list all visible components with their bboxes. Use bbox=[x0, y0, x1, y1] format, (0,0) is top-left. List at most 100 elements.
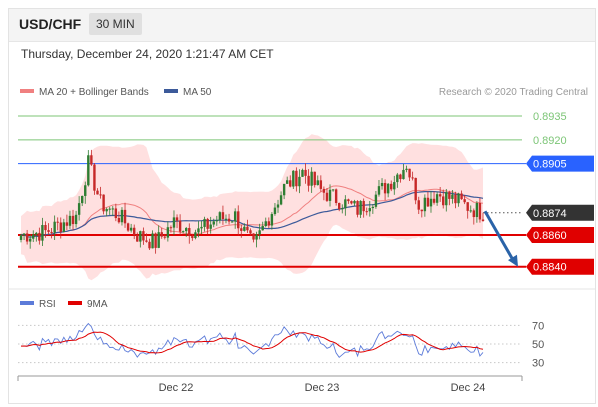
candle-body bbox=[276, 204, 280, 208]
target-arrow-shaft bbox=[483, 210, 516, 263]
candle-body bbox=[325, 192, 329, 201]
candle-body bbox=[481, 219, 485, 222]
candle-body bbox=[191, 236, 194, 239]
candle-body bbox=[28, 238, 32, 242]
candle-body bbox=[383, 182, 387, 194]
candle-body bbox=[365, 211, 368, 213]
candle-body bbox=[316, 180, 319, 186]
candle-body bbox=[212, 221, 215, 225]
candle-body bbox=[139, 231, 142, 242]
candle-body bbox=[466, 202, 469, 211]
candle-body bbox=[175, 217, 179, 221]
candle-body bbox=[166, 227, 170, 238]
candle-body bbox=[399, 174, 402, 180]
candle-body bbox=[194, 232, 197, 239]
candle-body bbox=[334, 189, 338, 204]
candle-body bbox=[435, 194, 439, 203]
rsi-ma-line bbox=[20, 331, 484, 354]
candle-body bbox=[396, 174, 399, 183]
candle-body bbox=[402, 169, 405, 180]
candle-body bbox=[298, 176, 301, 187]
candle-body bbox=[353, 200, 356, 204]
candle-body bbox=[255, 234, 258, 240]
candle-body bbox=[362, 200, 365, 212]
level-label: 0.8840 bbox=[533, 262, 567, 274]
level-label: 0.8905 bbox=[533, 159, 567, 171]
candle-body bbox=[310, 171, 313, 186]
candle-body bbox=[87, 155, 90, 186]
candle-body bbox=[120, 209, 124, 223]
candle-body bbox=[371, 206, 375, 209]
candle-body bbox=[292, 170, 295, 187]
candle-body bbox=[111, 208, 114, 210]
candle-body bbox=[240, 228, 243, 231]
candle-body bbox=[227, 218, 231, 222]
candle-body bbox=[181, 231, 185, 233]
candle-body bbox=[221, 212, 225, 220]
candle-body bbox=[44, 225, 47, 231]
bollinger-band bbox=[21, 134, 483, 281]
candle-body bbox=[80, 195, 84, 204]
candle-body bbox=[224, 218, 228, 220]
candle-body bbox=[74, 214, 78, 225]
candle-body bbox=[230, 221, 234, 223]
level-tag bbox=[526, 227, 594, 243]
candle-body bbox=[270, 214, 274, 226]
candle-body bbox=[341, 208, 344, 210]
candle-body bbox=[420, 209, 424, 212]
candle-body bbox=[454, 194, 457, 204]
candle-body bbox=[123, 209, 127, 224]
candle-body bbox=[68, 215, 72, 226]
candle-body bbox=[258, 230, 261, 235]
candle-body bbox=[35, 232, 38, 235]
candle-body bbox=[438, 194, 442, 197]
candle-body bbox=[84, 185, 87, 196]
candle-body bbox=[62, 222, 66, 232]
level-tag bbox=[526, 155, 594, 172]
candle-body bbox=[71, 215, 75, 225]
candle-body bbox=[50, 231, 53, 233]
candle-body bbox=[114, 208, 118, 219]
candle-body bbox=[206, 218, 209, 229]
candle-body bbox=[252, 233, 255, 240]
candle-body bbox=[337, 203, 341, 210]
candle-body bbox=[65, 222, 69, 226]
candle-body bbox=[319, 180, 323, 189]
candle-body bbox=[282, 183, 286, 196]
candle-body bbox=[163, 236, 167, 238]
rsi-legend-label: 9MA bbox=[87, 299, 108, 310]
candle-body bbox=[295, 170, 298, 187]
candle-body bbox=[203, 218, 206, 227]
candle-body bbox=[59, 222, 62, 232]
level-tag bbox=[526, 258, 594, 275]
candle-body bbox=[344, 199, 347, 209]
timeframe-badge[interactable]: 30 MIN bbox=[89, 13, 142, 35]
candle-body bbox=[448, 192, 451, 199]
candle-body bbox=[185, 228, 188, 232]
candle-body bbox=[460, 193, 463, 200]
candle-body bbox=[126, 223, 130, 231]
legend-swatch bbox=[20, 89, 34, 93]
level-label: 0.8874 bbox=[533, 208, 567, 220]
candle-body bbox=[411, 177, 414, 179]
candle-body bbox=[264, 221, 267, 226]
candle-body bbox=[478, 203, 482, 220]
candle-body bbox=[475, 203, 479, 218]
candle-body bbox=[154, 233, 157, 248]
level-label: 0.8860 bbox=[533, 230, 567, 242]
candle-body bbox=[442, 196, 445, 206]
candle-body bbox=[129, 227, 133, 231]
rsi-tick-label: 50 bbox=[532, 339, 544, 351]
candle-body bbox=[304, 169, 307, 176]
candle-body bbox=[313, 171, 316, 186]
chart-datetime: Thursday, December 24, 2020 1:21:47 AM C… bbox=[21, 47, 274, 61]
candle-body bbox=[408, 168, 411, 178]
candle-body bbox=[429, 198, 433, 207]
rsi-legend-swatch bbox=[68, 301, 82, 305]
candle-body bbox=[148, 241, 151, 249]
ma50-line bbox=[20, 190, 484, 238]
candle-body bbox=[426, 197, 430, 207]
candle-body bbox=[451, 194, 454, 199]
candle-body bbox=[209, 224, 212, 229]
